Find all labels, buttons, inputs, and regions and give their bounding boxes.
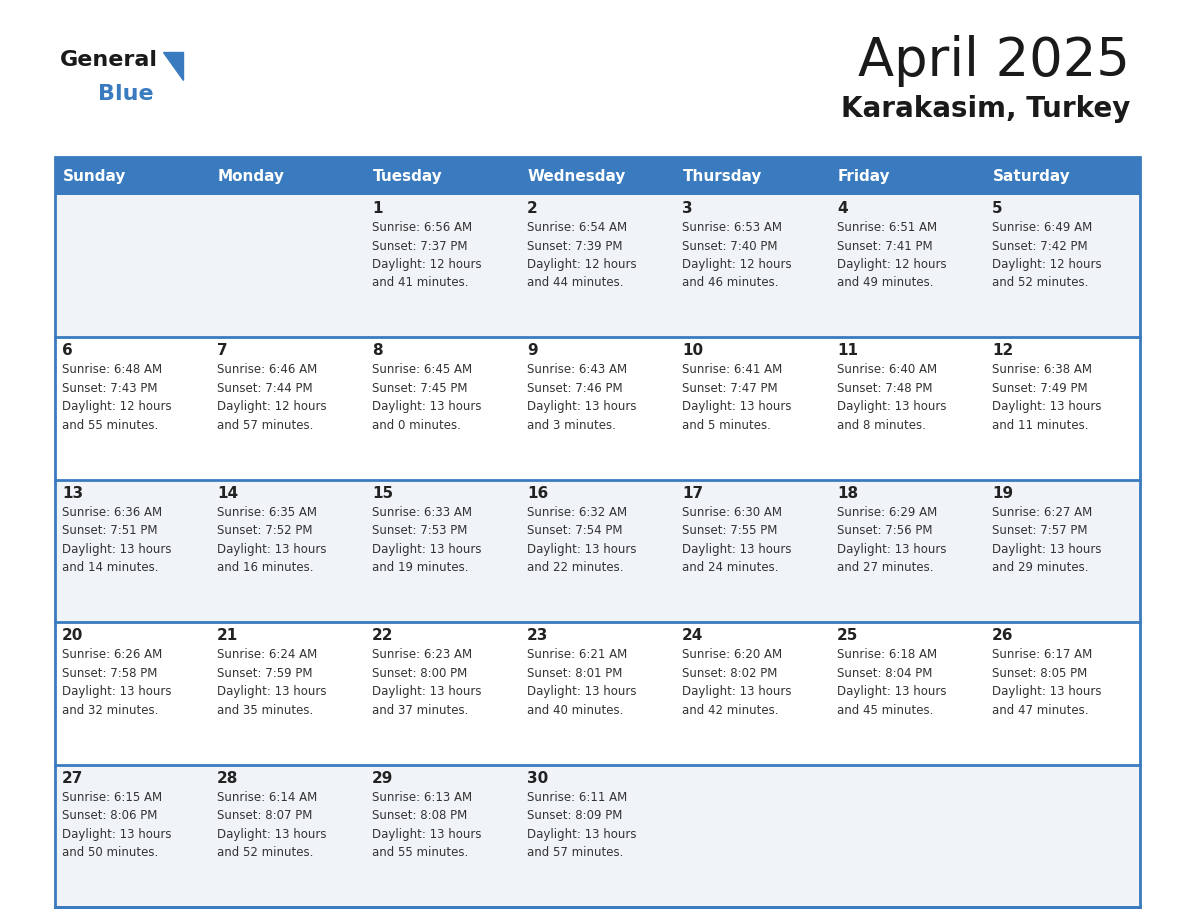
Text: 13: 13 [62,486,83,501]
Text: 1: 1 [372,201,383,216]
Text: 14: 14 [217,486,238,501]
Polygon shape [163,52,183,80]
Text: 21: 21 [217,628,239,644]
Text: Sunrise: 6:41 AM
Sunset: 7:47 PM
Daylight: 13 hours
and 5 minutes.: Sunrise: 6:41 AM Sunset: 7:47 PM Dayligh… [682,364,791,431]
Text: Sunday: Sunday [63,169,126,184]
Text: 10: 10 [682,343,703,358]
Text: 29: 29 [372,770,393,786]
Text: Monday: Monday [219,169,285,184]
Text: Sunrise: 6:20 AM
Sunset: 8:02 PM
Daylight: 13 hours
and 42 minutes.: Sunrise: 6:20 AM Sunset: 8:02 PM Dayligh… [682,648,791,717]
Text: April 2025: April 2025 [858,35,1130,87]
Text: 23: 23 [527,628,549,644]
Text: Sunrise: 6:53 AM
Sunset: 7:40 PM
Daylight: 12 hours
and 46 minutes.: Sunrise: 6:53 AM Sunset: 7:40 PM Dayligh… [682,221,791,289]
Text: Sunrise: 6:24 AM
Sunset: 7:59 PM
Daylight: 13 hours
and 35 minutes.: Sunrise: 6:24 AM Sunset: 7:59 PM Dayligh… [217,648,327,717]
Bar [55,157,210,195]
Text: Sunrise: 6:17 AM
Sunset: 8:05 PM
Daylight: 13 hours
and 47 minutes.: Sunrise: 6:17 AM Sunset: 8:05 PM Dayligh… [992,648,1101,717]
Text: Friday: Friday [838,169,891,184]
Text: Blue: Blue [97,84,153,104]
Text: Sunrise: 6:46 AM
Sunset: 7:44 PM
Daylight: 12 hours
and 57 minutes.: Sunrise: 6:46 AM Sunset: 7:44 PM Dayligh… [217,364,327,431]
Text: 7: 7 [217,343,228,358]
Text: 5: 5 [992,201,1003,216]
Text: Sunrise: 6:13 AM
Sunset: 8:08 PM
Daylight: 13 hours
and 55 minutes.: Sunrise: 6:13 AM Sunset: 8:08 PM Dayligh… [372,790,481,859]
Text: 25: 25 [838,628,859,644]
Bar [55,765,1140,907]
Text: Sunrise: 6:27 AM
Sunset: 7:57 PM
Daylight: 13 hours
and 29 minutes.: Sunrise: 6:27 AM Sunset: 7:57 PM Dayligh… [992,506,1101,575]
Text: Karakasim, Turkey: Karakasim, Turkey [841,95,1130,123]
Bar [985,157,1140,195]
Text: Sunrise: 6:33 AM
Sunset: 7:53 PM
Daylight: 13 hours
and 19 minutes.: Sunrise: 6:33 AM Sunset: 7:53 PM Dayligh… [372,506,481,575]
Text: Sunrise: 6:43 AM
Sunset: 7:46 PM
Daylight: 13 hours
and 3 minutes.: Sunrise: 6:43 AM Sunset: 7:46 PM Dayligh… [527,364,637,431]
Text: 24: 24 [682,628,703,644]
Text: Sunrise: 6:30 AM
Sunset: 7:55 PM
Daylight: 13 hours
and 24 minutes.: Sunrise: 6:30 AM Sunset: 7:55 PM Dayligh… [682,506,791,575]
Text: 4: 4 [838,201,847,216]
Text: 27: 27 [62,770,83,786]
Text: 12: 12 [992,343,1013,358]
Text: 18: 18 [838,486,858,501]
Text: 9: 9 [527,343,538,358]
Bar [55,157,1140,907]
Text: Sunrise: 6:40 AM
Sunset: 7:48 PM
Daylight: 13 hours
and 8 minutes.: Sunrise: 6:40 AM Sunset: 7:48 PM Dayligh… [838,364,947,431]
Bar [210,157,365,195]
Text: General: General [61,50,158,70]
Bar [55,338,1140,480]
Text: Sunrise: 6:29 AM
Sunset: 7:56 PM
Daylight: 13 hours
and 27 minutes.: Sunrise: 6:29 AM Sunset: 7:56 PM Dayligh… [838,506,947,575]
Text: 26: 26 [992,628,1013,644]
Text: Sunrise: 6:54 AM
Sunset: 7:39 PM
Daylight: 12 hours
and 44 minutes.: Sunrise: 6:54 AM Sunset: 7:39 PM Dayligh… [527,221,637,289]
Text: Sunrise: 6:35 AM
Sunset: 7:52 PM
Daylight: 13 hours
and 16 minutes.: Sunrise: 6:35 AM Sunset: 7:52 PM Dayligh… [217,506,327,575]
Text: Sunrise: 6:23 AM
Sunset: 8:00 PM
Daylight: 13 hours
and 37 minutes.: Sunrise: 6:23 AM Sunset: 8:00 PM Dayligh… [372,648,481,717]
Text: Sunrise: 6:14 AM
Sunset: 8:07 PM
Daylight: 13 hours
and 52 minutes.: Sunrise: 6:14 AM Sunset: 8:07 PM Dayligh… [217,790,327,859]
Bar [830,157,985,195]
Text: Sunrise: 6:21 AM
Sunset: 8:01 PM
Daylight: 13 hours
and 40 minutes.: Sunrise: 6:21 AM Sunset: 8:01 PM Dayligh… [527,648,637,717]
Text: 2: 2 [527,201,538,216]
Text: Sunrise: 6:49 AM
Sunset: 7:42 PM
Daylight: 12 hours
and 52 minutes.: Sunrise: 6:49 AM Sunset: 7:42 PM Dayligh… [992,221,1101,289]
Text: Saturday: Saturday [993,169,1070,184]
Bar [55,622,1140,765]
Text: 8: 8 [372,343,383,358]
Text: Sunrise: 6:48 AM
Sunset: 7:43 PM
Daylight: 12 hours
and 55 minutes.: Sunrise: 6:48 AM Sunset: 7:43 PM Dayligh… [62,364,171,431]
Text: Sunrise: 6:51 AM
Sunset: 7:41 PM
Daylight: 12 hours
and 49 minutes.: Sunrise: 6:51 AM Sunset: 7:41 PM Dayligh… [838,221,947,289]
Bar [675,157,830,195]
Text: 20: 20 [62,628,83,644]
Text: Sunrise: 6:26 AM
Sunset: 7:58 PM
Daylight: 13 hours
and 32 minutes.: Sunrise: 6:26 AM Sunset: 7:58 PM Dayligh… [62,648,171,717]
Text: 19: 19 [992,486,1013,501]
Text: Wednesday: Wednesday [527,169,626,184]
Text: Sunrise: 6:36 AM
Sunset: 7:51 PM
Daylight: 13 hours
and 14 minutes.: Sunrise: 6:36 AM Sunset: 7:51 PM Dayligh… [62,506,171,575]
Text: Sunrise: 6:56 AM
Sunset: 7:37 PM
Daylight: 12 hours
and 41 minutes.: Sunrise: 6:56 AM Sunset: 7:37 PM Dayligh… [372,221,481,289]
Text: Sunrise: 6:45 AM
Sunset: 7:45 PM
Daylight: 13 hours
and 0 minutes.: Sunrise: 6:45 AM Sunset: 7:45 PM Dayligh… [372,364,481,431]
Text: 22: 22 [372,628,393,644]
Text: 6: 6 [62,343,72,358]
Text: 28: 28 [217,770,239,786]
Bar [55,480,1140,622]
Text: 16: 16 [527,486,548,501]
Text: 15: 15 [372,486,393,501]
Text: Sunrise: 6:18 AM
Sunset: 8:04 PM
Daylight: 13 hours
and 45 minutes.: Sunrise: 6:18 AM Sunset: 8:04 PM Dayligh… [838,648,947,717]
Text: 11: 11 [838,343,858,358]
Text: Sunrise: 6:32 AM
Sunset: 7:54 PM
Daylight: 13 hours
and 22 minutes.: Sunrise: 6:32 AM Sunset: 7:54 PM Dayligh… [527,506,637,575]
Text: Tuesday: Tuesday [373,169,443,184]
Bar [55,195,1140,338]
Bar [365,157,520,195]
Text: 30: 30 [527,770,548,786]
Text: 17: 17 [682,486,703,501]
Text: Sunrise: 6:11 AM
Sunset: 8:09 PM
Daylight: 13 hours
and 57 minutes.: Sunrise: 6:11 AM Sunset: 8:09 PM Dayligh… [527,790,637,859]
Bar [520,157,675,195]
Text: 3: 3 [682,201,693,216]
Text: Sunrise: 6:38 AM
Sunset: 7:49 PM
Daylight: 13 hours
and 11 minutes.: Sunrise: 6:38 AM Sunset: 7:49 PM Dayligh… [992,364,1101,431]
Text: Sunrise: 6:15 AM
Sunset: 8:06 PM
Daylight: 13 hours
and 50 minutes.: Sunrise: 6:15 AM Sunset: 8:06 PM Dayligh… [62,790,171,859]
Text: Thursday: Thursday [683,169,763,184]
